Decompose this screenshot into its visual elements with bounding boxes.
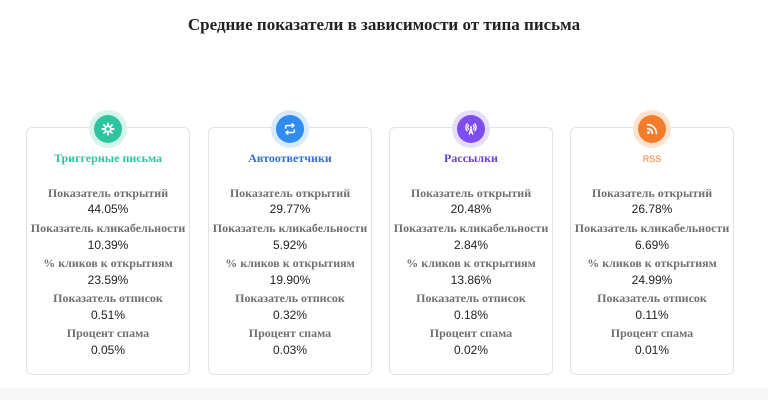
metric-spam-rate: Процент спама 0.01% xyxy=(571,326,733,361)
metric-label: Показатель отписок xyxy=(235,291,345,305)
metric-label: Показатель отписок xyxy=(416,291,526,305)
metric-value: 0.01% xyxy=(634,343,670,357)
metric-open-rate: Показатель открытий 20.48% xyxy=(390,186,552,221)
metrics-list: Показатель открытий 29.77% Показатель кл… xyxy=(209,186,371,361)
metric-value: 0.05% xyxy=(90,343,126,357)
card-autoresponders: Автоответчики Показатель открытий 29.77%… xyxy=(208,110,372,375)
metric-label: Показатель отписок xyxy=(597,291,707,305)
card-newsletters: Рассылки Показатель открытий 20.48% Пока… xyxy=(389,110,553,375)
card-icon-halo xyxy=(271,110,309,148)
metric-value: 0.03% xyxy=(272,343,308,357)
metric-label: Показатель открытий xyxy=(591,186,713,200)
card-trigger-emails: Триггерные письма Показатель открытий 44… xyxy=(26,110,190,375)
metric-label: Процент спама xyxy=(429,326,513,340)
metric-label: Показатель кликабельности xyxy=(574,221,730,235)
metric-click-rate: Показатель кликабельности 2.84% xyxy=(390,221,552,256)
repeat-icon xyxy=(276,115,304,143)
metric-click-to-open: % кликов к открытиям 24.99% xyxy=(571,256,733,291)
metric-unsubscribe-rate: Показатель отписок 0.51% xyxy=(27,291,189,326)
metric-value: 0.32% xyxy=(272,308,308,322)
metric-click-to-open: % кликов к открытиям 13.86% xyxy=(390,256,552,291)
card-icon-halo xyxy=(89,110,127,148)
metric-label: Показатель кликабельности xyxy=(393,221,549,235)
page-title: Средние показатели в зависимости от типа… xyxy=(187,15,581,34)
metric-open-rate: Показатель открытий 29.77% xyxy=(209,186,371,221)
metric-value: 19.90% xyxy=(269,273,311,287)
card-icon-halo xyxy=(452,110,490,148)
metric-label: Показатель кликабельности xyxy=(30,221,186,235)
metric-label: Показатель открытий xyxy=(410,186,532,200)
metric-open-rate: Показатель открытий 26.78% xyxy=(571,186,733,221)
metric-spam-rate: Процент спама 0.05% xyxy=(27,326,189,361)
metric-label: Показатель кликабельности xyxy=(212,221,368,235)
broadcast-icon xyxy=(457,115,485,143)
metric-value: 5.92% xyxy=(272,238,308,252)
metric-label: % кликов к открытиям xyxy=(587,256,717,270)
metric-value: 2.84% xyxy=(453,238,489,252)
metric-value: 0.02% xyxy=(453,343,489,357)
card-rss: RSS Показатель открытий 26.78% Показател… xyxy=(570,110,734,375)
metric-unsubscribe-rate: Показатель отписок 0.18% xyxy=(390,291,552,326)
metric-value: 10.39% xyxy=(87,238,129,252)
metrics-list: Показатель открытий 26.78% Показатель кл… xyxy=(571,186,733,361)
metric-value: 0.18% xyxy=(453,308,489,322)
metric-click-to-open: % кликов к открытиям 23.59% xyxy=(27,256,189,291)
metric-value: 13.86% xyxy=(450,273,492,287)
metric-click-to-open: % кликов к открытиям 19.90% xyxy=(209,256,371,291)
metrics-list: Показатель открытий 44.05% Показатель кл… xyxy=(27,186,189,361)
metric-label: % кликов к открытиям xyxy=(406,256,536,270)
metric-click-rate: Показатель кликабельности 6.69% xyxy=(571,221,733,256)
metric-value: 26.78% xyxy=(631,202,673,216)
card-title: Триггерные письма xyxy=(53,151,163,165)
card-icon-halo xyxy=(633,110,671,148)
metric-label: Процент спама xyxy=(248,326,332,340)
metric-label: Показатель открытий xyxy=(229,186,351,200)
metric-label: Процент спама xyxy=(66,326,150,340)
metric-click-rate: Показатель кликабельности 10.39% xyxy=(27,221,189,256)
card-title: Автоответчики xyxy=(248,151,332,165)
metric-value: 6.69% xyxy=(634,238,670,252)
card-title: Рассылки xyxy=(444,151,498,165)
metric-label: Процент спама xyxy=(610,326,694,340)
rss-icon xyxy=(638,115,666,143)
metric-value: 29.77% xyxy=(269,202,311,216)
metrics-list: Показатель открытий 20.48% Показатель кл… xyxy=(390,186,552,361)
metric-label: % кликов к открытиям xyxy=(225,256,355,270)
metric-value: 44.05% xyxy=(87,202,129,216)
metric-spam-rate: Процент спама 0.03% xyxy=(209,326,371,361)
metric-spam-rate: Процент спама 0.02% xyxy=(390,326,552,361)
metric-value: 20.48% xyxy=(450,202,492,216)
metric-label: Показатель открытий xyxy=(47,186,169,200)
metric-value: 0.11% xyxy=(635,308,669,322)
metric-value: 23.59% xyxy=(87,273,129,287)
metric-value: 0.51% xyxy=(90,308,126,322)
metric-label: % кликов к открытиям xyxy=(43,256,173,270)
gear-icon xyxy=(94,115,122,143)
metric-unsubscribe-rate: Показатель отписок 0.11% xyxy=(571,291,733,326)
bottom-divider xyxy=(0,388,768,400)
metric-value: 24.99% xyxy=(631,273,673,287)
card-title: RSS xyxy=(642,154,662,164)
metric-unsubscribe-rate: Показатель отписок 0.32% xyxy=(209,291,371,326)
metric-open-rate: Показатель открытий 44.05% xyxy=(27,186,189,221)
metric-click-rate: Показатель кликабельности 5.92% xyxy=(209,221,371,256)
metric-label: Показатель отписок xyxy=(53,291,163,305)
